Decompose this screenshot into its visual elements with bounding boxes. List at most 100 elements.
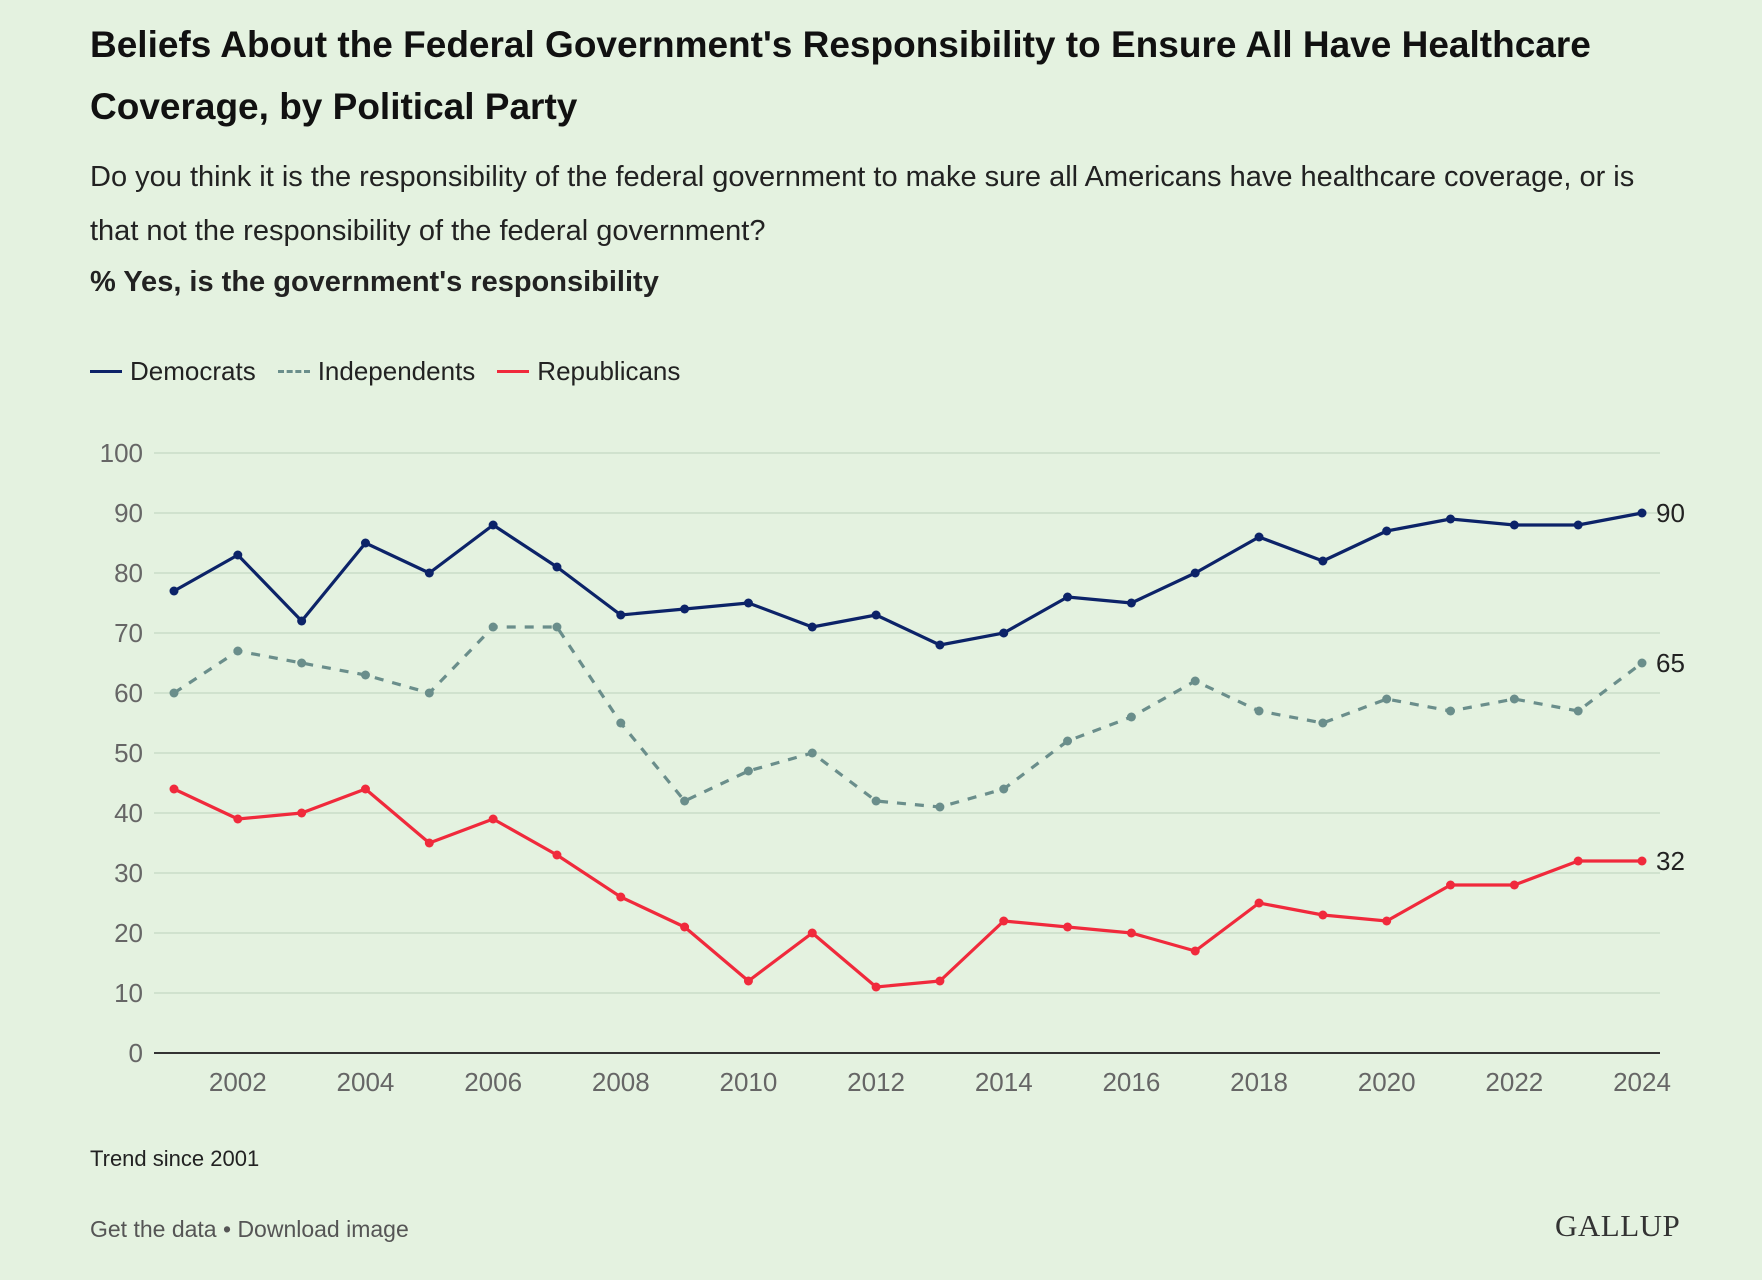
x-tick-label: 2012	[847, 1067, 905, 1097]
data-point	[999, 916, 1009, 926]
legend-label: Independents	[317, 356, 476, 386]
data-point	[552, 562, 562, 572]
data-point	[1637, 658, 1647, 668]
legend-swatch-democrats	[90, 370, 122, 373]
data-point	[616, 892, 626, 902]
data-point	[935, 976, 945, 986]
x-tick-label: 2024	[1613, 1067, 1671, 1097]
series-line	[173, 511, 1643, 647]
x-tick-label: 2004	[337, 1067, 395, 1097]
x-tick-label: 2020	[1358, 1067, 1416, 1097]
end-label: 90	[1656, 498, 1685, 528]
data-point	[935, 640, 945, 650]
end-label: 32	[1656, 846, 1685, 876]
gallup-logo: GALLUP	[1555, 1208, 1681, 1243]
data-point	[743, 766, 753, 776]
data-point	[1063, 592, 1073, 602]
data-point	[1190, 568, 1200, 578]
data-point	[488, 622, 498, 632]
data-point	[871, 610, 881, 620]
data-point	[1318, 718, 1328, 728]
legend-label: Republicans	[537, 356, 681, 386]
legend-swatch-independents	[277, 370, 310, 373]
data-point	[360, 538, 370, 548]
series-line	[173, 787, 1642, 989]
data-point	[1190, 676, 1200, 686]
data-point	[1190, 946, 1200, 956]
legend-swatch-republicans	[497, 370, 530, 373]
data-point	[1509, 694, 1519, 704]
data-point	[743, 598, 753, 608]
y-tick-label: 10	[114, 978, 143, 1008]
data-point	[424, 688, 434, 698]
data-point	[1254, 898, 1264, 908]
legend-item-independents[interactable]: Independents	[277, 356, 476, 387]
data-point	[807, 928, 817, 938]
series-democrats: 90	[169, 498, 1685, 650]
y-tick-label: 0	[129, 1038, 143, 1068]
footer-separator: •	[216, 1216, 238, 1242]
data-point	[1126, 712, 1136, 722]
data-point	[680, 796, 690, 806]
data-point	[1126, 928, 1136, 938]
end-label: 65	[1656, 648, 1685, 678]
x-tick-label: 2022	[1485, 1067, 1543, 1097]
data-point	[680, 604, 690, 614]
data-point	[1254, 532, 1264, 542]
download-image-link[interactable]: Download image	[237, 1216, 409, 1242]
y-tick-label: 70	[114, 618, 143, 648]
y-tick-label: 60	[114, 678, 143, 708]
legend: Democrats Independents Republicans	[90, 356, 680, 387]
data-point	[1637, 508, 1647, 518]
get-data-link[interactable]: Get the data	[90, 1216, 217, 1242]
data-point	[1446, 880, 1456, 890]
data-point	[297, 616, 307, 626]
data-point	[1063, 736, 1073, 746]
data-point	[999, 628, 1009, 638]
data-point	[169, 688, 179, 698]
x-tick-label: 2002	[209, 1067, 267, 1097]
series-republicans: 32	[169, 784, 1685, 992]
data-point	[169, 586, 179, 596]
y-tick-label: 90	[114, 498, 143, 528]
data-point	[807, 622, 817, 632]
legend-item-republicans[interactable]: Republicans	[497, 356, 680, 387]
data-point	[1382, 526, 1392, 536]
data-point	[233, 550, 243, 560]
data-point	[680, 922, 690, 932]
data-point	[871, 982, 881, 992]
x-tick-label: 2010	[720, 1067, 778, 1097]
data-point	[1446, 706, 1456, 716]
y-tick-label: 20	[114, 918, 143, 948]
data-point	[1382, 694, 1392, 704]
legend-item-democrats[interactable]: Democrats	[90, 356, 256, 387]
y-tick-label: 30	[114, 858, 143, 888]
data-point	[743, 976, 753, 986]
y-tick-label: 40	[114, 798, 143, 828]
data-point	[297, 658, 307, 668]
data-point	[935, 802, 945, 812]
legend-label: Democrats	[130, 356, 256, 386]
data-point	[1573, 856, 1583, 866]
data-point	[233, 646, 243, 656]
data-point	[360, 670, 370, 680]
chart-subtitle: Do you think it is the responsibility of…	[90, 161, 1635, 247]
x-tick-label: 2016	[1102, 1067, 1160, 1097]
trend-note: Trend since 2001	[90, 1146, 260, 1171]
data-point	[233, 814, 243, 824]
data-point	[616, 718, 626, 728]
chart-title: Beliefs About the Federal Government's R…	[90, 24, 1591, 127]
data-point	[169, 784, 179, 794]
data-point	[1637, 856, 1647, 866]
data-point	[1446, 514, 1456, 524]
data-point	[1126, 598, 1136, 608]
y-tick-label: 100	[100, 438, 143, 468]
x-tick-label: 2014	[975, 1067, 1033, 1097]
data-point	[552, 622, 562, 632]
series-line	[173, 625, 1643, 809]
data-point	[1573, 520, 1583, 530]
data-point	[1318, 556, 1328, 566]
data-point	[1509, 880, 1519, 890]
data-point	[424, 838, 434, 848]
data-point	[1318, 910, 1328, 920]
